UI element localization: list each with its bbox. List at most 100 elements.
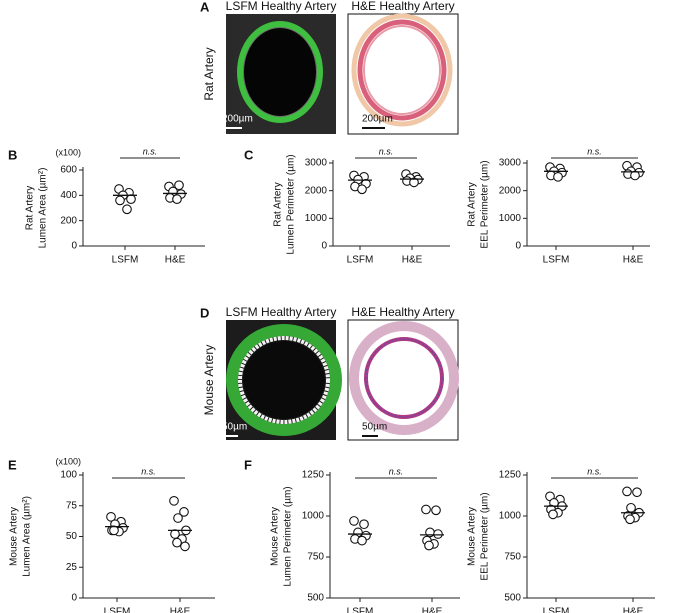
data-point bbox=[359, 519, 369, 530]
data-point bbox=[625, 514, 635, 525]
data-point bbox=[174, 180, 184, 191]
y-axis-label: Rat Artery bbox=[467, 182, 478, 226]
micrograph: 50µm bbox=[347, 319, 459, 441]
image-title: LSFM Healthy Artery bbox=[226, 0, 337, 13]
y-tick-label: 750 bbox=[307, 552, 324, 563]
image-title: H&E Healthy Artery bbox=[351, 305, 454, 319]
y-tick-label: 1000 bbox=[499, 511, 522, 522]
y-tick-label: 200 bbox=[60, 215, 77, 226]
data-point bbox=[169, 495, 179, 506]
x-tick-label: H&E bbox=[623, 607, 644, 613]
y-tick-label: 0 bbox=[515, 241, 521, 252]
y-tick-label: 500 bbox=[504, 593, 521, 604]
axis-multiplier: (x100) bbox=[55, 456, 81, 466]
data-point bbox=[172, 194, 182, 204]
x-tick-label: LSFM bbox=[112, 255, 139, 266]
x-tick-label: LSFM bbox=[347, 255, 374, 266]
y-axis-label: Lumen Area (µm²) bbox=[38, 168, 49, 249]
y-tick-label: 1250 bbox=[302, 470, 325, 481]
x-tick-label: H&E bbox=[422, 607, 443, 613]
x-tick-label: LSFM bbox=[543, 255, 570, 266]
panel-letter: C bbox=[244, 147, 254, 162]
scale-bar-label: 50µm bbox=[222, 422, 247, 433]
y-tick-label: 2000 bbox=[305, 185, 328, 196]
data-point bbox=[433, 529, 443, 539]
image-title: LSFM Healthy Artery bbox=[226, 305, 337, 319]
y-tick-label: 50 bbox=[66, 531, 78, 542]
data-point bbox=[622, 486, 632, 497]
data-point bbox=[357, 184, 367, 195]
x-tick-label: H&E bbox=[170, 607, 191, 613]
data-point bbox=[357, 535, 367, 546]
y-tick-label: 0 bbox=[71, 593, 77, 604]
x-tick-label: LSFM bbox=[543, 607, 570, 613]
annotation: n.s. bbox=[379, 146, 394, 156]
micrograph: 200µm bbox=[222, 14, 336, 134]
y-tick-label: 1000 bbox=[305, 213, 328, 224]
x-tick-label: LSFM bbox=[347, 607, 374, 613]
data-point bbox=[179, 507, 189, 517]
micrograph: 50µm bbox=[222, 320, 342, 440]
scale-bar-label: 50µm bbox=[362, 422, 387, 433]
panel-letter: A bbox=[200, 0, 210, 14]
data-point bbox=[632, 487, 642, 498]
data-point bbox=[180, 541, 190, 552]
data-point bbox=[106, 511, 116, 522]
data-point bbox=[431, 505, 441, 516]
y-axis-label: EEL Perimeter (µm) bbox=[480, 160, 491, 248]
data-point bbox=[409, 177, 419, 188]
data-point bbox=[126, 194, 136, 204]
y-axis-label: Mouse Artery bbox=[467, 507, 478, 566]
y-tick-label: 3000 bbox=[499, 158, 522, 169]
y-tick-label: 1000 bbox=[499, 213, 522, 224]
image-title: H&E Healthy Artery bbox=[351, 0, 454, 13]
y-tick-label: 500 bbox=[307, 593, 324, 604]
y-tick-label: 1250 bbox=[499, 470, 522, 481]
panel-letter: F bbox=[244, 457, 252, 472]
y-tick-label: 3000 bbox=[305, 158, 328, 169]
scale-bar-label: 200µm bbox=[362, 114, 393, 125]
data-point bbox=[421, 504, 431, 515]
data-point bbox=[630, 170, 640, 181]
y-axis-label: Mouse Artery bbox=[9, 507, 20, 566]
y-tick-label: 750 bbox=[504, 552, 521, 563]
data-point bbox=[548, 509, 558, 520]
panel-letter: E bbox=[8, 457, 17, 472]
y-axis-label: Rat Artery bbox=[273, 182, 284, 226]
data-point bbox=[172, 537, 182, 548]
y-axis-label: Lumen Perimeter (µm) bbox=[283, 486, 294, 586]
y-axis-label: Lumen Perimeter (µm) bbox=[286, 154, 297, 254]
x-tick-label: H&E bbox=[402, 255, 423, 266]
scale-bar-label: 200µm bbox=[222, 114, 253, 125]
panel-letter: D bbox=[200, 305, 209, 320]
annotation: n.s. bbox=[587, 466, 602, 476]
y-axis-label: Rat Artery bbox=[25, 186, 36, 230]
x-tick-label: LSFM bbox=[104, 607, 131, 613]
axis-multiplier: (x100) bbox=[55, 147, 81, 157]
row-label: Mouse Artery bbox=[202, 345, 216, 416]
y-axis-label: EEL Perimeter (µm) bbox=[480, 492, 491, 580]
y-tick-label: 100 bbox=[60, 470, 77, 481]
y-tick-label: 75 bbox=[66, 500, 78, 511]
data-point bbox=[626, 502, 636, 513]
annotation: n.s. bbox=[143, 146, 158, 156]
data-point bbox=[109, 525, 119, 536]
y-tick-label: 0 bbox=[71, 241, 77, 252]
data-point bbox=[173, 513, 183, 523]
panel-letter: B bbox=[8, 147, 17, 162]
row-label: Rat Artery bbox=[202, 47, 216, 100]
annotation: n.s. bbox=[389, 466, 404, 476]
data-point bbox=[122, 204, 132, 215]
y-tick-label: 25 bbox=[66, 562, 78, 573]
micrograph: 200µm bbox=[347, 13, 459, 135]
x-tick-label: H&E bbox=[623, 255, 644, 266]
data-point bbox=[115, 195, 125, 206]
y-tick-label: 400 bbox=[60, 190, 77, 201]
y-tick-label: 600 bbox=[60, 165, 77, 176]
x-tick-label: H&E bbox=[165, 255, 186, 266]
data-point bbox=[553, 171, 563, 182]
y-axis-label: Mouse Artery bbox=[270, 507, 281, 566]
annotation: n.s. bbox=[587, 146, 602, 156]
y-tick-label: 0 bbox=[321, 241, 327, 252]
